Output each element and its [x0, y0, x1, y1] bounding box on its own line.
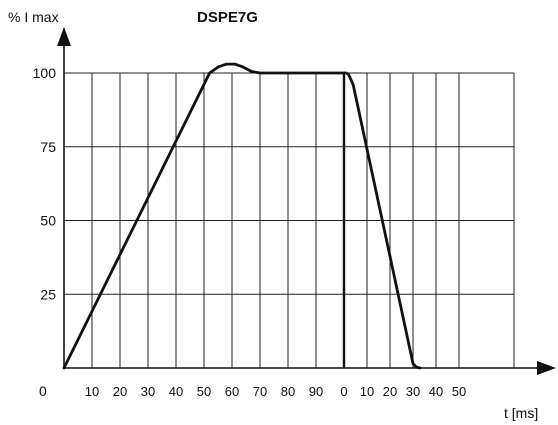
chart-axes [57, 27, 556, 375]
curve-fall [342, 71, 422, 370]
chart-curves [62, 62, 422, 370]
chart-title: DSPE7G [197, 9, 258, 26]
x-tick-label-rise: 30 [141, 384, 155, 399]
y-axis-label: % I max [8, 9, 59, 25]
origin-label: 0 [39, 383, 47, 399]
x-tick-label-rise: 70 [253, 384, 267, 399]
y-tick-label: 100 [33, 65, 57, 81]
x-tick-label-fall: 0 [340, 384, 347, 399]
x-tick-label-rise: 50 [197, 384, 211, 399]
x-axis-label: t [ms] [504, 405, 538, 421]
curve-rise [62, 62, 346, 370]
x-tick-label-rise: 10 [85, 384, 99, 399]
x-tick-label-fall: 40 [429, 384, 443, 399]
x-tick-label-fall: 30 [406, 384, 420, 399]
y-tick-label: 25 [40, 286, 56, 302]
x-axis-arrow [537, 361, 556, 375]
x-tick-label-rise: 80 [281, 384, 295, 399]
y-axis-arrow [57, 27, 71, 46]
x-tick-label-rise: 20 [113, 384, 127, 399]
x-tick-label-fall: 50 [452, 384, 466, 399]
y-tick-label: 75 [40, 139, 56, 155]
x-tick-label-rise: 40 [169, 384, 183, 399]
y-tick-label: 50 [40, 213, 56, 229]
x-tick-label-fall: 20 [383, 384, 397, 399]
x-tick-label-fall: 10 [360, 384, 374, 399]
x-tick-label-rise: 60 [225, 384, 239, 399]
chart-grid [64, 72, 515, 368]
x-tick-label-rise: 90 [309, 384, 323, 399]
